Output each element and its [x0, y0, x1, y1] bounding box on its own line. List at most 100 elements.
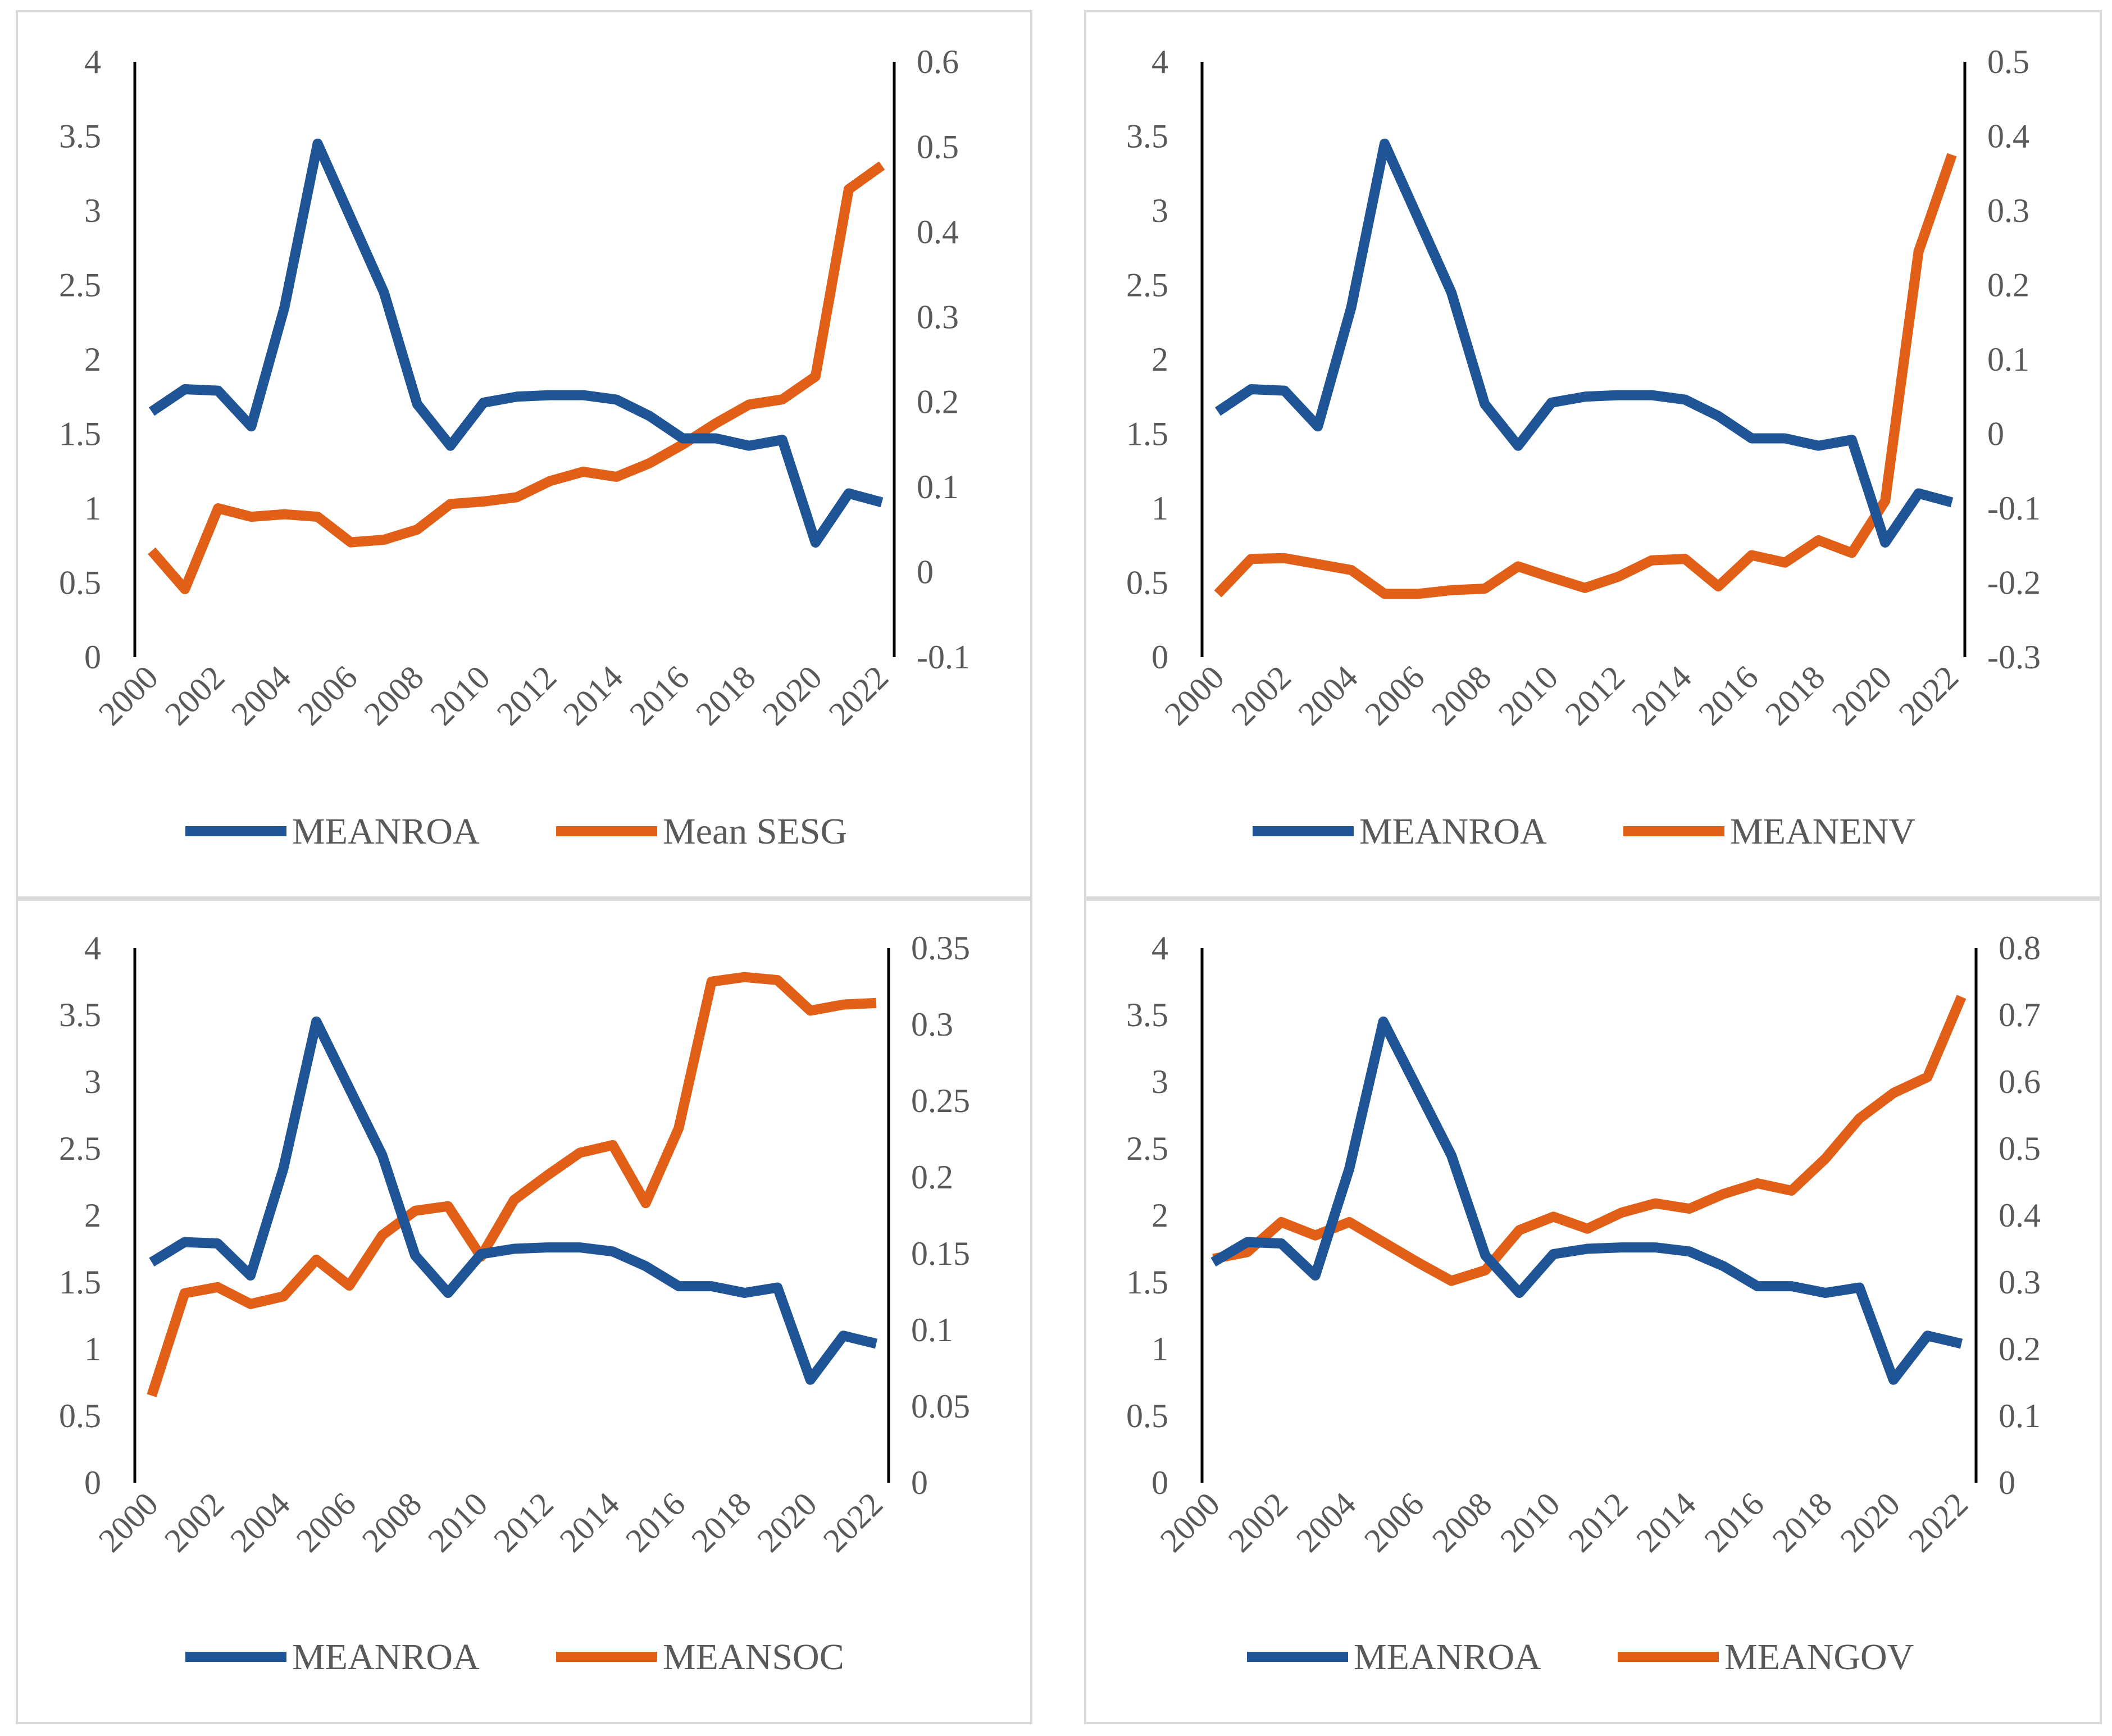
x-tick-label: 2016: [618, 1486, 693, 1560]
legend-label: MEANENV: [1730, 811, 1915, 852]
right-tick-label: -0.1: [917, 639, 970, 676]
x-tick-label: 2000: [1158, 659, 1232, 733]
left-tick-label: 3: [1151, 192, 1168, 229]
left-tick-label: 1.5: [1126, 416, 1168, 453]
legend: MEANROA MEANSOC: [185, 1637, 844, 1678]
legend-label: MEANROA: [292, 1637, 480, 1678]
right-tick-label: 0.1: [1987, 341, 2029, 378]
x-tick-label: 2006: [1357, 1486, 1431, 1560]
left-tick-label: 3: [84, 1063, 101, 1100]
legend-label: MEANGOV: [1724, 1637, 1914, 1678]
left-tick-label: 0: [1151, 1464, 1168, 1501]
x-tick-label: 2010: [424, 659, 498, 733]
chart-panel-soc: [16, 899, 1032, 1724]
right-tick-label: 0: [917, 554, 934, 591]
series-line-meanenv: [1214, 153, 1957, 599]
x-tick-label: 2002: [157, 1486, 231, 1560]
right-tick-label: 0: [1999, 1464, 2015, 1501]
x-tick-label: 2012: [490, 659, 564, 733]
left-tick-label: 2.5: [59, 1130, 101, 1167]
x-tick-label: 2022: [822, 659, 896, 733]
chart-sesg: 0 0.5 1 1.5 2 2.5 3 3.5 4 -0.1 0 0.1 0.2 0.3 0.4 0.5 0.6…: [59, 43, 970, 852]
left-tick-label: 3.5: [59, 996, 101, 1033]
series-line-meanroa: [1210, 1016, 1963, 1385]
x-tick-label: 2018: [1765, 1486, 1839, 1560]
chart-soc: 0 0.5 1 1.5 2 2.5 3 3.5 4 0 0.05 0.1 0.15 0.2 0.25 0.3 0…: [59, 929, 970, 1678]
chart-env: 0 0.5 1 1.5 2 2.5 3 3.5 4 -0.3 -0.2 -0.1 0 0.1 0.2 0.3 0…: [1126, 43, 2041, 852]
chart-panel-env: [1084, 10, 2102, 899]
right-tick-label: -0.2: [1987, 564, 2041, 602]
legend-label: MEANROA: [292, 811, 480, 852]
x-tick-label: 2016: [622, 659, 697, 733]
left-tick-label: 3.5: [1126, 996, 1168, 1033]
x-tick-label: 2014: [553, 1486, 627, 1560]
x-tick-label: 2022: [1892, 659, 1966, 733]
x-tick-label: 2010: [1493, 1486, 1567, 1560]
left-tick-label: 4: [84, 929, 101, 967]
right-tick-label: 0.6: [1999, 1063, 2041, 1100]
left-tick-label: 3: [84, 192, 101, 229]
x-tick-label: 2016: [1691, 659, 1765, 733]
right-tick-label: 0.1: [911, 1311, 953, 1348]
left-tick-label: 1: [84, 490, 101, 527]
right-tick-label: 0.5: [1999, 1130, 2041, 1167]
x-tick-label: 2014: [1629, 1486, 1703, 1560]
x-tick-label: 2004: [224, 659, 298, 733]
left-tick-label: 3.5: [59, 118, 101, 155]
x-tick-label: 2012: [486, 1486, 561, 1560]
left-tick-label: 1.5: [59, 416, 101, 453]
series-line-meanroa: [1214, 138, 1954, 548]
series-line-meansoc: [147, 972, 877, 1397]
x-tick-label: 2006: [1358, 659, 1432, 733]
right-tick-label: 0.5: [1987, 43, 2029, 80]
legend-label: MEANROA: [1354, 1637, 1541, 1678]
right-tick-label: 0.4: [1987, 118, 2029, 155]
left-tick-label: 0: [84, 639, 101, 676]
x-tick-label: 2000: [92, 659, 166, 733]
x-tick-label: 2006: [290, 659, 365, 733]
x-tick-label: 2016: [1697, 1486, 1771, 1560]
x-tick-label: 2014: [1624, 659, 1699, 733]
right-tick-label: 0.3: [911, 1006, 953, 1043]
x-tick-label: 2000: [92, 1486, 166, 1560]
left-tick-label: 2: [1151, 1197, 1168, 1234]
right-tick-label: -0.3: [1987, 639, 2041, 676]
left-tick-label: 1.5: [59, 1264, 101, 1301]
left-tick-label: 0.5: [59, 1397, 101, 1434]
legend: MEANROA MEANGOV: [1247, 1637, 1914, 1678]
chart-panel-gov: [1084, 899, 2102, 1724]
left-tick-label: 3: [1151, 1063, 1168, 1100]
right-tick-label: 0.35: [911, 929, 970, 967]
right-tick-label: 0.05: [911, 1388, 970, 1425]
x-tick-label: 2006: [289, 1486, 363, 1560]
left-tick-label: 2: [84, 341, 101, 378]
left-tick-label: 1: [84, 1331, 101, 1368]
x-tick-label: 2014: [556, 659, 630, 733]
x-tick-label: 2020: [755, 659, 829, 733]
series-line-meangov: [1212, 995, 1967, 1286]
chart-gov: 0 0.5 1 1.5 2 2.5 3 3.5 4 0 0.1 0.2 0.3 0.4 0.5 0.6 0.7 0…: [1126, 929, 2041, 1678]
right-tick-label: 0: [1987, 416, 2004, 453]
legend-label: MEANROA: [1359, 811, 1547, 852]
right-tick-label: 0.2: [911, 1159, 953, 1196]
left-tick-label: 2.5: [59, 267, 101, 304]
right-tick-label: 0.5: [917, 128, 959, 165]
right-tick-label: 0.6: [917, 43, 959, 80]
left-tick-label: 3.5: [1126, 118, 1168, 155]
legend-label: MEANSOC: [663, 1637, 844, 1678]
series-line-mean-sesg: [148, 161, 885, 594]
left-tick-label: 1: [1151, 1331, 1168, 1368]
left-tick-label: 2.5: [1126, 267, 1168, 304]
x-tick-label: 2008: [1424, 659, 1499, 733]
right-tick-label: 0: [911, 1464, 928, 1501]
right-tick-label: 0.4: [917, 213, 959, 250]
right-tick-label: 0.1: [917, 468, 959, 505]
chart-panel-sesg: [16, 10, 1032, 899]
right-tick-label: 0.3: [1987, 192, 2029, 229]
x-tick-label: 2022: [1901, 1486, 1976, 1560]
x-tick-label: 2008: [357, 659, 431, 733]
x-tick-label: 2008: [355, 1486, 429, 1560]
legend: MEANROA Mean SESG: [185, 811, 847, 852]
